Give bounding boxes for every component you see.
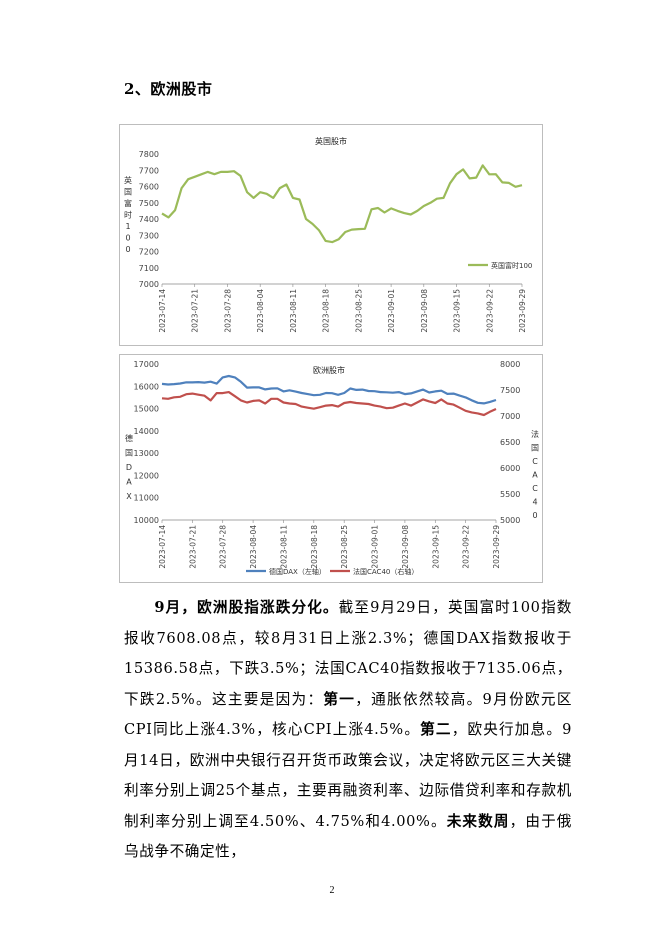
y-tick-label: 17000 — [134, 360, 159, 369]
chart-title: 英国股市 — [315, 136, 347, 146]
y2-tick-label: 8000 — [500, 360, 520, 369]
y-tick-label: 12000 — [134, 471, 159, 480]
x-tick-label: 2023-09-15 — [431, 525, 440, 569]
page-number: 2 — [329, 885, 335, 896]
y-tick-label: 7700 — [139, 166, 159, 175]
x-tick-label: 2023-08-11 — [289, 289, 298, 333]
x-tick-label: 2023-08-18 — [322, 289, 331, 333]
y2-axis-label-char: C — [532, 484, 538, 493]
y-tick-label: 10000 — [134, 516, 159, 525]
x-tick-label: 2023-08-25 — [340, 525, 349, 569]
x-tick-label: 2023-08-04 — [249, 525, 258, 569]
section-heading: 2、欧洲股市 — [124, 80, 213, 98]
y-axis-label-char: 德 — [125, 433, 133, 443]
x-tick-label: 2023-09-22 — [485, 289, 494, 333]
y-axis-label-char: A — [126, 478, 132, 487]
y-tick-label: 16000 — [134, 382, 159, 391]
y-tick-label: 11000 — [134, 494, 159, 503]
x-tick-label: 2023-08-04 — [256, 289, 265, 333]
x-tick-label: 2023-09-08 — [401, 525, 410, 569]
chart-title: 欧洲股市 — [313, 365, 345, 375]
y-tick-label: 7800 — [139, 150, 159, 159]
x-tick-label: 2023-07-14 — [158, 525, 167, 569]
x-tick-label: 2023-09-29 — [492, 525, 501, 569]
y-axis-label-char: 英 — [124, 175, 132, 185]
uk-ftse-series — [161, 164, 523, 244]
x-tick-label: 2023-07-21 — [191, 289, 200, 333]
p1-bold: 9月，欧洲股指涨跌分化。 — [154, 599, 339, 616]
y2-tick-label: 5000 — [500, 516, 520, 525]
y2-tick-label: 7500 — [500, 386, 520, 395]
y2-axis-label-char: 法 — [531, 429, 539, 439]
y2-axis-label-char: 国 — [531, 444, 539, 453]
x-tick-label: 2023-09-08 — [420, 289, 429, 333]
x-tick-label: 2023-08-25 — [354, 289, 363, 333]
cac40-series — [161, 390, 497, 417]
y-axis-label-char: 时 — [124, 210, 132, 220]
y-axis-label-char: 国 — [125, 449, 133, 458]
dax-series — [161, 374, 497, 405]
uk-chart-svg: 英国股市 7000 7100 7200 7300 7400 7500 7600 7700 7800… — [124, 136, 532, 333]
y-tick-label: 13000 — [134, 449, 159, 458]
x-tick-label: 2023-07-14 — [158, 289, 167, 333]
europe-chart-svg: 欧洲股市 10000 11000 12000 13000 14000 15000 16000 1… — [125, 360, 539, 576]
y-tick-label: 15000 — [134, 405, 159, 414]
p3-bold: 第二 — [420, 721, 452, 738]
x-tick-label: 2023-07-28 — [223, 289, 232, 333]
y2-axis-label-char: 4 — [532, 498, 537, 507]
p2-text: ，通胀依然较高。9月份欧元区CPI同比上涨4.3%，核心CPI上涨4.5%。 — [124, 690, 573, 739]
legend-label: 英国富时100 — [491, 261, 532, 270]
y2-tick-label: 6500 — [500, 438, 520, 447]
y-tick-label: 7600 — [139, 183, 159, 192]
y-tick-label: 7400 — [139, 215, 159, 224]
y-axis-label-char: 0 — [125, 245, 130, 254]
y-axis-label-char: X — [126, 492, 132, 501]
y2-axis-label-char: 0 — [532, 511, 537, 520]
x-tick-label: 2023-07-21 — [188, 525, 197, 569]
x-tick-label: 2023-09-01 — [387, 289, 396, 333]
legend-label-dax: 德国DAX（左轴） — [269, 567, 326, 576]
p4-text: ，由于俄乌战争不确定性， — [124, 812, 573, 861]
y-tick-label: 7200 — [139, 248, 159, 257]
y-tick-label: 7300 — [139, 231, 159, 240]
y-tick-label: 7000 — [139, 280, 159, 289]
y-axis-label-char: D — [126, 463, 132, 472]
p4-bold: 未来数周 — [446, 812, 510, 830]
x-tick-label: 2023-07-28 — [219, 525, 228, 569]
x-tick-label: 2023-09-15 — [453, 289, 462, 333]
y-axis-label-char: 富 — [124, 198, 132, 208]
x-tick-label: 2023-09-01 — [371, 525, 380, 569]
y-axis-label-char: 1 — [125, 222, 130, 231]
y2-tick-label: 5500 — [500, 490, 520, 499]
uk-stock-chart: 英国股市 7000 7100 7200 7300 7400 7500 7600 7700 7800… — [119, 124, 543, 346]
y-axis-label-char: 0 — [125, 234, 130, 243]
y-tick-label: 7100 — [139, 264, 159, 273]
body-paragraph: 9月，欧洲股指涨跌分化。截至9月29日，英国富时100指数报收7608.08点，… — [124, 593, 572, 868]
x-tick-label: 2023-09-22 — [462, 525, 471, 569]
y2-tick-label: 6000 — [500, 464, 520, 473]
y-axis-label-char: 国 — [124, 188, 132, 197]
legend-label-cac: 法国CAC40（右轴） — [353, 567, 418, 576]
y-tick-label: 7500 — [139, 199, 159, 208]
y-tick-label: 14000 — [134, 427, 159, 436]
p1-text: 截至9月29日，英国富时100指数报收7608.08点，较8月31日上涨2.3%… — [124, 599, 572, 708]
x-tick-label: 2023-08-18 — [310, 525, 319, 569]
x-tick-label: 2023-09-29 — [518, 289, 527, 333]
x-tick-label: 2023-08-11 — [279, 525, 288, 569]
europe-stock-chart: 欧洲股市 10000 11000 12000 13000 14000 15000 16000 1… — [119, 354, 543, 583]
y2-axis-label-char: C — [532, 457, 538, 466]
y2-tick-label: 7000 — [500, 412, 520, 421]
y2-axis-label-char: A — [532, 471, 538, 480]
p3-text: ，欧央行加息。9月14日，欧洲中央银行召开货币政策会议，决定将欧元区三大关键利率… — [124, 721, 572, 830]
p2-bold: 第一 — [323, 690, 356, 708]
